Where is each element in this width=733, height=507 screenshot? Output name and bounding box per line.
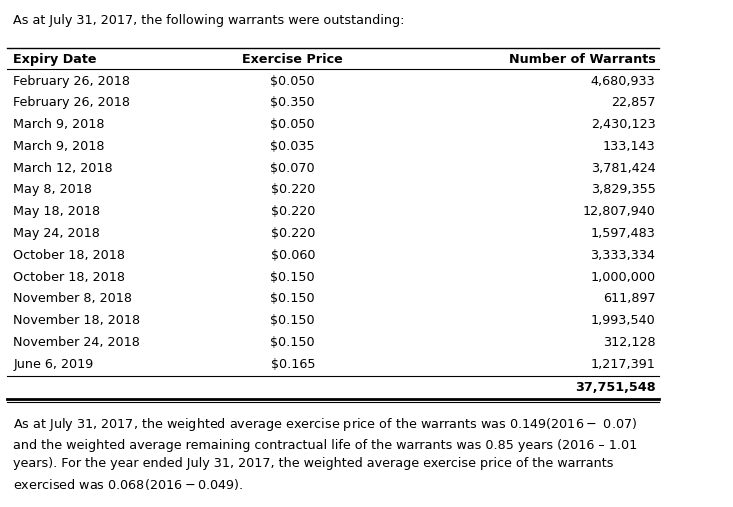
Text: March 12, 2018: March 12, 2018 [13,162,113,174]
Text: Expiry Date: Expiry Date [13,53,97,66]
Text: October 18, 2018: October 18, 2018 [13,249,125,262]
Text: $0.220: $0.220 [270,184,315,196]
Text: May 18, 2018: May 18, 2018 [13,205,100,218]
Text: $0.150: $0.150 [270,271,315,283]
Text: 312,128: 312,128 [603,336,655,349]
Text: 1,597,483: 1,597,483 [591,227,655,240]
Text: $0.220: $0.220 [270,227,315,240]
Text: Number of Warrants: Number of Warrants [509,53,655,66]
Text: $0.150: $0.150 [270,336,315,349]
Text: $0.050: $0.050 [270,75,315,88]
Text: $0.150: $0.150 [270,314,315,327]
Text: November 24, 2018: November 24, 2018 [13,336,140,349]
Text: February 26, 2018: February 26, 2018 [13,96,130,110]
Text: $0.150: $0.150 [270,292,315,305]
Text: 611,897: 611,897 [603,292,655,305]
Text: October 18, 2018: October 18, 2018 [13,271,125,283]
Text: March 9, 2018: March 9, 2018 [13,140,105,153]
Text: 37,751,548: 37,751,548 [575,381,655,394]
Text: $0.050: $0.050 [270,118,315,131]
Text: 133,143: 133,143 [603,140,655,153]
Text: 3,829,355: 3,829,355 [591,184,655,196]
Text: $0.220: $0.220 [270,205,315,218]
Text: 3,333,334: 3,333,334 [591,249,655,262]
Text: 4,680,933: 4,680,933 [591,75,655,88]
Text: $0.060: $0.060 [270,249,315,262]
Text: November 18, 2018: November 18, 2018 [13,314,141,327]
Text: 1,000,000: 1,000,000 [590,271,655,283]
Text: Exercise Price: Exercise Price [243,53,343,66]
Text: As at July 31, 2017, the following warrants were outstanding:: As at July 31, 2017, the following warra… [13,14,405,26]
Text: $0.165: $0.165 [270,357,315,371]
Text: 1,993,540: 1,993,540 [591,314,655,327]
Text: 12,807,940: 12,807,940 [583,205,655,218]
Text: June 6, 2019: June 6, 2019 [13,357,94,371]
Text: May 8, 2018: May 8, 2018 [13,184,92,196]
Text: 22,857: 22,857 [611,96,655,110]
Text: March 9, 2018: March 9, 2018 [13,118,105,131]
Text: As at July 31, 2017, the weighted average exercise price of the warrants was $0.: As at July 31, 2017, the weighted averag… [13,416,638,492]
Text: $0.070: $0.070 [270,162,315,174]
Text: February 26, 2018: February 26, 2018 [13,75,130,88]
Text: $0.350: $0.350 [270,96,315,110]
Text: 2,430,123: 2,430,123 [591,118,655,131]
Text: 1,217,391: 1,217,391 [591,357,655,371]
Text: November 8, 2018: November 8, 2018 [13,292,133,305]
Text: May 24, 2018: May 24, 2018 [13,227,100,240]
Text: $0.035: $0.035 [270,140,315,153]
Text: 3,781,424: 3,781,424 [591,162,655,174]
